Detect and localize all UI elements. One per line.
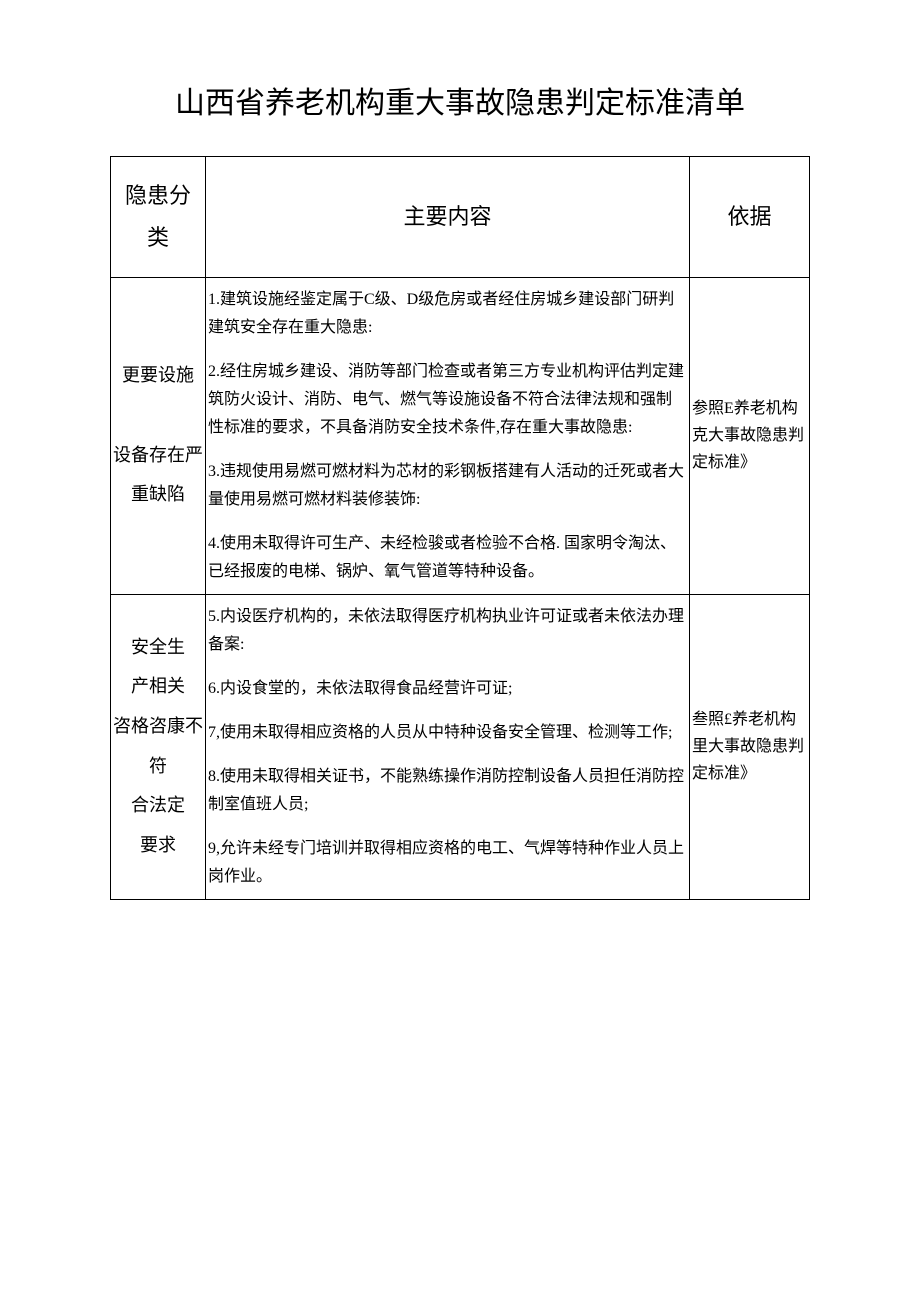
content-item: 7,使用未取得相应资格的人员从中特种设备安全管理、检测等工作; bbox=[208, 719, 687, 747]
header-content: 主要内容 bbox=[206, 157, 690, 278]
hazard-table: 隐患分类 主要内容 依据 更要设施设备存在严重缺陷 1.建筑设施经鉴定属于C级、… bbox=[110, 156, 810, 900]
cell-category-0: 更要设施设备存在严重缺陷 bbox=[111, 277, 206, 594]
cell-category-1: 安全生产相关咨格咨康不符合法定要求 bbox=[111, 594, 206, 899]
content-item: 4.使用未取得许可生产、未经检骏或者检验不合格. 国家明令淘汰、已经报废的电梯、… bbox=[208, 530, 687, 586]
table-row: 安全生产相关咨格咨康不符合法定要求 5.内设医疗机构的，未依法取得医疗机构执业许… bbox=[111, 594, 810, 899]
content-item: 6.内设食堂的，未依法取得食品经营许可证; bbox=[208, 675, 687, 703]
header-basis: 依据 bbox=[690, 157, 810, 278]
content-item: 1.建筑设施经鉴定属于C级、D级危房或者经住房城乡建设部门研判建筑安全存在重大隐… bbox=[208, 286, 687, 342]
content-item: 3.违规使用易燃可燃材料为芯材的彩钢板搭建有人活动的迁死或者大量使用易燃可燃材料… bbox=[208, 458, 687, 514]
cell-basis-1: 叁照£养老机构里大事故隐患判定标准》 bbox=[690, 594, 810, 899]
table-row: 更要设施设备存在严重缺陷 1.建筑设施经鉴定属于C级、D级危房或者经住房城乡建设… bbox=[111, 277, 810, 594]
content-item: 8.使用未取得相关证书，不能熟练操作消防控制设备人员担任消防控制室值班人员; bbox=[208, 763, 687, 819]
header-category: 隐患分类 bbox=[111, 157, 206, 278]
cell-content-0: 1.建筑设施经鉴定属于C级、D级危房或者经住房城乡建设部门研判建筑安全存在重大隐… bbox=[206, 277, 690, 594]
page-title: 山西省养老机构重大事故隐患判定标准清单 bbox=[110, 80, 810, 128]
cell-basis-0: 参照E养老机构克大事故隐患判定标准》 bbox=[690, 277, 810, 594]
content-item: 5.内设医疗机构的，未依法取得医疗机构执业许可证或者未依法办理备案: bbox=[208, 603, 687, 659]
content-item: 9,允许未经专门培训并取得相应资格的电工、气焊等特种作业人员上岗作业。 bbox=[208, 835, 687, 891]
content-item: 2.经住房城乡建设、消防等部门检查或者第三方专业机构评估判定建筑防火设计、消防、… bbox=[208, 358, 687, 442]
table-header-row: 隐患分类 主要内容 依据 bbox=[111, 157, 810, 278]
cell-content-1: 5.内设医疗机构的，未依法取得医疗机构执业许可证或者未依法办理备案: 6.内设食… bbox=[206, 594, 690, 899]
